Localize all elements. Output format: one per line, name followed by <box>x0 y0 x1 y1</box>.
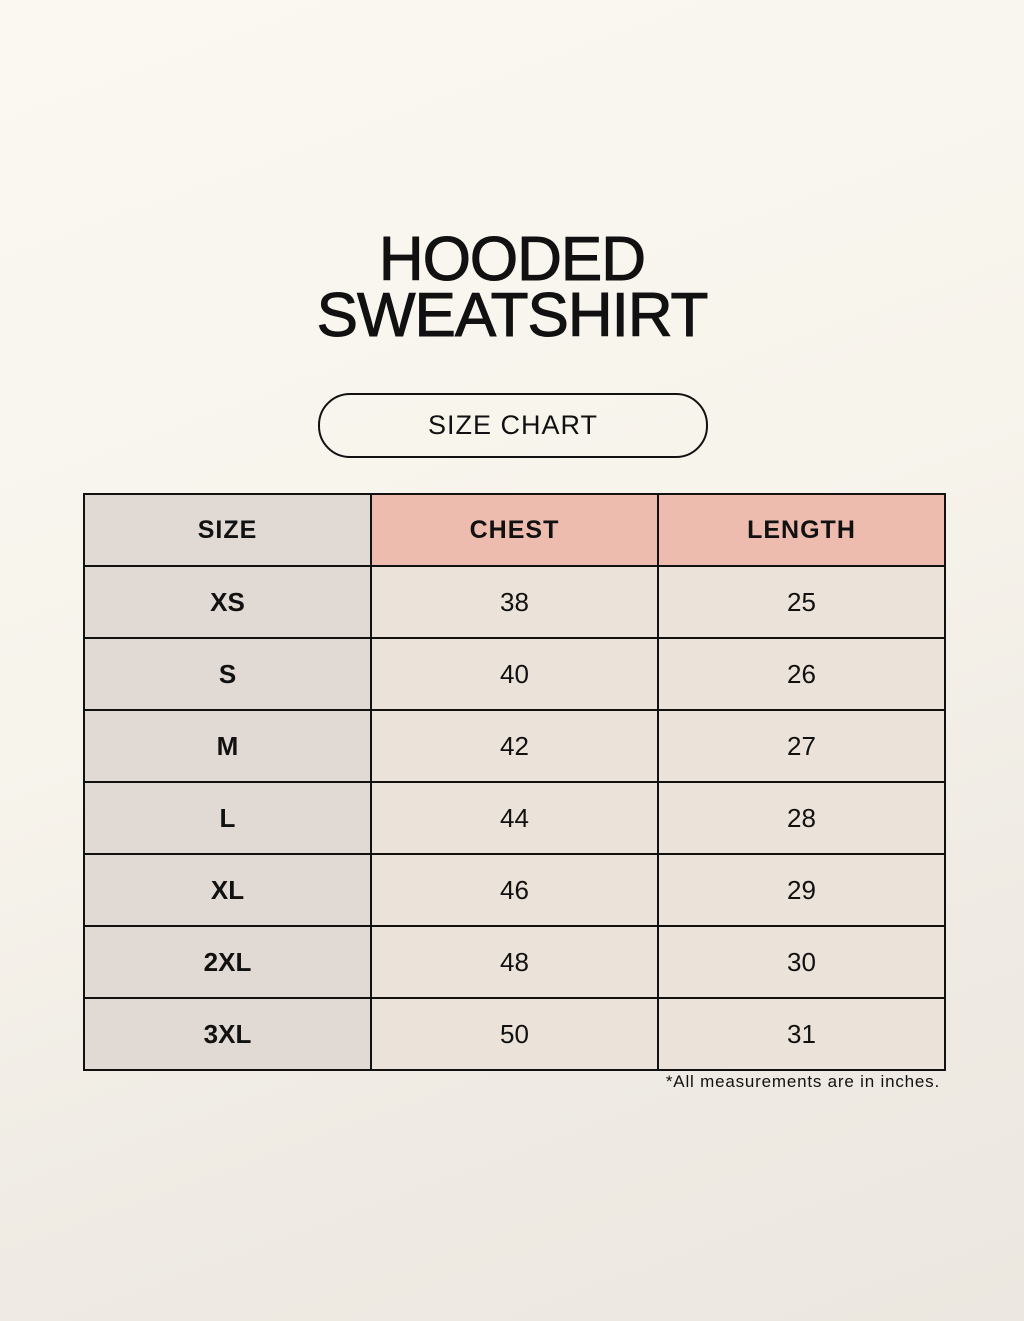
size-table: SIZE CHEST LENGTH XS 38 25 S 40 26 M 42 27 L 44 28 X… <box>83 493 946 1071</box>
table-row: S 40 26 <box>83 637 946 711</box>
table-row: 2XL 48 30 <box>83 925 946 999</box>
table-header-row: SIZE CHEST LENGTH <box>83 493 946 567</box>
cell-length: 29 <box>657 853 946 927</box>
cell-size: L <box>83 781 372 855</box>
cell-length: 27 <box>657 709 946 783</box>
table-row: M 42 27 <box>83 709 946 783</box>
cell-chest: 48 <box>370 925 659 999</box>
cell-size: XS <box>83 565 372 639</box>
header-size: SIZE <box>83 493 372 567</box>
cell-chest: 42 <box>370 709 659 783</box>
cell-chest: 44 <box>370 781 659 855</box>
page-title: HOODED SWEATSHIRT <box>0 225 1024 350</box>
title-line-1: HOODED <box>378 225 646 294</box>
cell-chest: 38 <box>370 565 659 639</box>
table-row: XL 46 29 <box>83 853 946 927</box>
cell-length: 31 <box>657 997 946 1071</box>
cell-length: 28 <box>657 781 946 855</box>
table-row: XS 38 25 <box>83 565 946 639</box>
cell-chest: 50 <box>370 997 659 1071</box>
cell-size: S <box>83 637 372 711</box>
table-row: 3XL 50 31 <box>83 997 946 1071</box>
cell-size: XL <box>83 853 372 927</box>
cell-size: M <box>83 709 372 783</box>
cell-chest: 40 <box>370 637 659 711</box>
size-chart-label: SIZE CHART <box>318 393 708 458</box>
header-length: LENGTH <box>657 493 946 567</box>
header-chest: CHEST <box>370 493 659 567</box>
footnote: *All measurements are in inches. <box>665 1072 940 1091</box>
cell-length: 25 <box>657 565 946 639</box>
cell-length: 30 <box>657 925 946 999</box>
table-row: L 44 28 <box>83 781 946 855</box>
title-line-2: SWEATSHIRT <box>316 281 709 350</box>
cell-size: 2XL <box>83 925 372 999</box>
cell-chest: 46 <box>370 853 659 927</box>
cell-length: 26 <box>657 637 946 711</box>
cell-size: 3XL <box>83 997 372 1071</box>
